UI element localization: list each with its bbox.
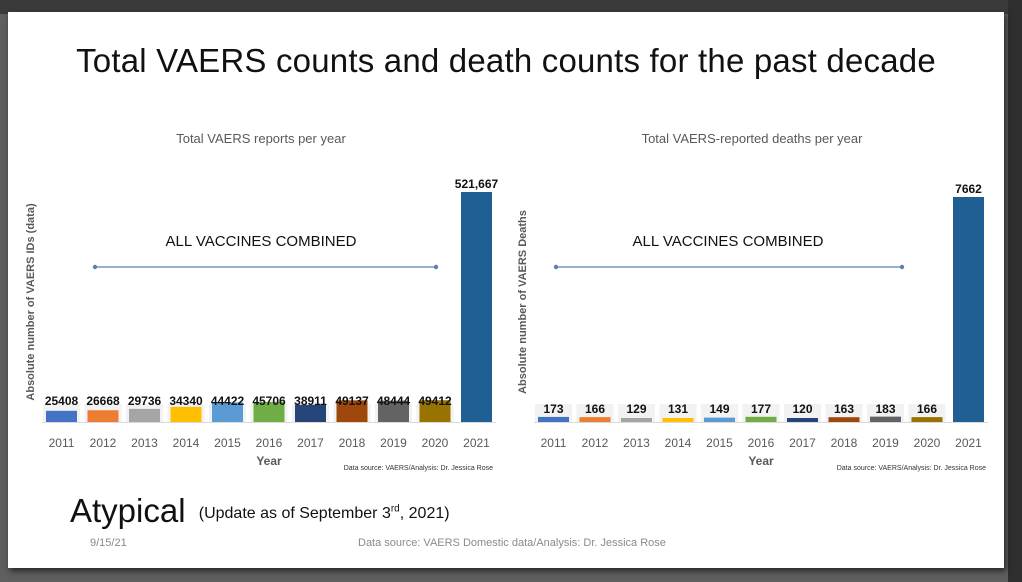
update-note: (Update as of September 3rd, 2021) (198, 503, 450, 522)
data-label-2013: 29736 (128, 394, 162, 408)
chart-source-note: Data source: VAERS/Analysis: Dr. Jessica… (344, 465, 493, 472)
atypical-label: Atypical (70, 492, 186, 529)
data-label-2011: 25408 (45, 394, 79, 408)
x-tick-2011: 2011 (49, 436, 75, 450)
bar-2014 (662, 418, 694, 422)
annotation-text: ALL VACCINES COMBINED (633, 233, 824, 250)
bar-2011 (46, 410, 77, 422)
bar-2020 (911, 417, 943, 422)
x-tick-2017: 2017 (789, 436, 816, 450)
bar-2020 (419, 400, 451, 422)
x-tick-2012: 2012 (582, 436, 609, 450)
data-label-2021: 7662 (955, 182, 982, 196)
x-axis-label: Year (256, 454, 282, 468)
update-note-post: , 2021) (399, 504, 450, 522)
bar-2018 (336, 400, 368, 422)
x-tick-2018: 2018 (339, 436, 366, 450)
slide-title: Total VAERS counts and death counts for … (76, 42, 936, 79)
annotation-arrow-start (92, 264, 98, 270)
vaers-reports-chart: Total VAERS reports per year Absolute num… (25, 131, 499, 472)
bar-2016 (253, 401, 285, 422)
bar-2021 (461, 192, 492, 422)
bar-2014 (170, 406, 202, 422)
bar-2017 (787, 418, 818, 422)
bar-2015 (704, 417, 735, 422)
x-tick-2016: 2016 (748, 436, 775, 450)
data-label-2013: 129 (626, 402, 646, 416)
x-tick-2018: 2018 (831, 436, 858, 450)
data-label-2014: 131 (668, 402, 688, 416)
x-tick-2013: 2013 (131, 436, 158, 450)
data-label-2015: 149 (709, 402, 729, 416)
bar-2016 (745, 416, 777, 422)
data-label-2018: 49137 (335, 394, 369, 408)
data-label-2011: 173 (543, 402, 563, 416)
data-label-2018: 163 (834, 402, 854, 416)
x-tick-2021: 2021 (463, 436, 490, 450)
data-label-2016: 45706 (252, 394, 286, 408)
data-label-2020: 166 (917, 402, 937, 416)
chart-source-note: Data source: VAERS/Analysis: Dr. Jessica… (837, 465, 986, 472)
chart-title: Total VAERS-reported deaths per year (642, 131, 864, 146)
x-axis-label: Year (748, 454, 774, 468)
data-label-2012: 166 (585, 402, 605, 416)
bar-2019 (378, 400, 409, 422)
x-tick-2011: 2011 (541, 436, 567, 450)
data-label-2014: 34340 (169, 394, 203, 408)
data-label-2012: 26668 (86, 394, 120, 408)
data-label-2015: 44422 (211, 394, 245, 408)
x-tick-2014: 2014 (173, 436, 200, 450)
update-note-sup: rd (390, 503, 400, 515)
annotation-arrow-start (553, 264, 559, 270)
bar-2012 (87, 410, 119, 422)
x-tick-2015: 2015 (214, 436, 241, 450)
vaers-deaths-chart: Total VAERS-reported deaths per year Abso… (517, 131, 988, 472)
data-label-2021: 521,667 (455, 177, 499, 191)
bar-2011 (538, 416, 569, 422)
annotation-arrow-end (433, 264, 439, 270)
bar-2019 (870, 416, 901, 422)
bar-2013 (621, 418, 652, 422)
update-note-pre: (Update as of September 3 (198, 504, 391, 522)
data-label-2019: 183 (875, 402, 895, 416)
annotation-arrow-end (899, 264, 905, 270)
presentation-slide: Total VAERS counts and death counts for … (8, 12, 1004, 568)
bar-2012 (579, 417, 611, 422)
x-tick-2020: 2020 (422, 436, 449, 450)
x-tick-2015: 2015 (706, 436, 733, 450)
y-axis-label: Absolute number of VAERS Deaths (517, 210, 529, 394)
bar-background (618, 404, 655, 422)
bar-2018 (828, 417, 860, 422)
data-label-2017: 120 (792, 402, 812, 416)
x-tick-2020: 2020 (914, 436, 941, 450)
bar-background (701, 404, 738, 422)
x-tick-2019: 2019 (380, 436, 407, 450)
data-label-2016: 177 (751, 402, 771, 416)
bar-2015 (212, 402, 243, 422)
x-tick-2014: 2014 (665, 436, 692, 450)
window-top-band (0, 0, 1022, 14)
annotation-text: ALL VACCINES COMBINED (166, 233, 357, 250)
x-tick-2021: 2021 (955, 436, 982, 450)
x-tick-2013: 2013 (623, 436, 650, 450)
bar-background (659, 404, 697, 422)
data-label-2017: 38911 (294, 394, 327, 408)
bar-background (784, 404, 821, 422)
x-tick-2012: 2012 (90, 436, 117, 450)
bar-2021 (953, 197, 984, 422)
atypical-heading: Atypical (Update as of September 3rd, 20… (70, 492, 450, 530)
data-label-2019: 48444 (377, 394, 411, 408)
x-tick-2017: 2017 (297, 436, 324, 450)
y-axis-label: Absolute number of VAERS IDs (data) (25, 203, 37, 401)
x-tick-2016: 2016 (256, 436, 283, 450)
x-tick-2019: 2019 (872, 436, 899, 450)
bar-2013 (129, 408, 160, 422)
footer-date: 9/15/21 (90, 537, 127, 549)
chart-title: Total VAERS reports per year (176, 131, 346, 146)
bar-2017 (295, 404, 326, 422)
data-label-2020: 49412 (418, 394, 452, 408)
window-right-band (1008, 0, 1022, 582)
footer-source: Data source: VAERS Domestic data/Analysi… (358, 537, 666, 549)
